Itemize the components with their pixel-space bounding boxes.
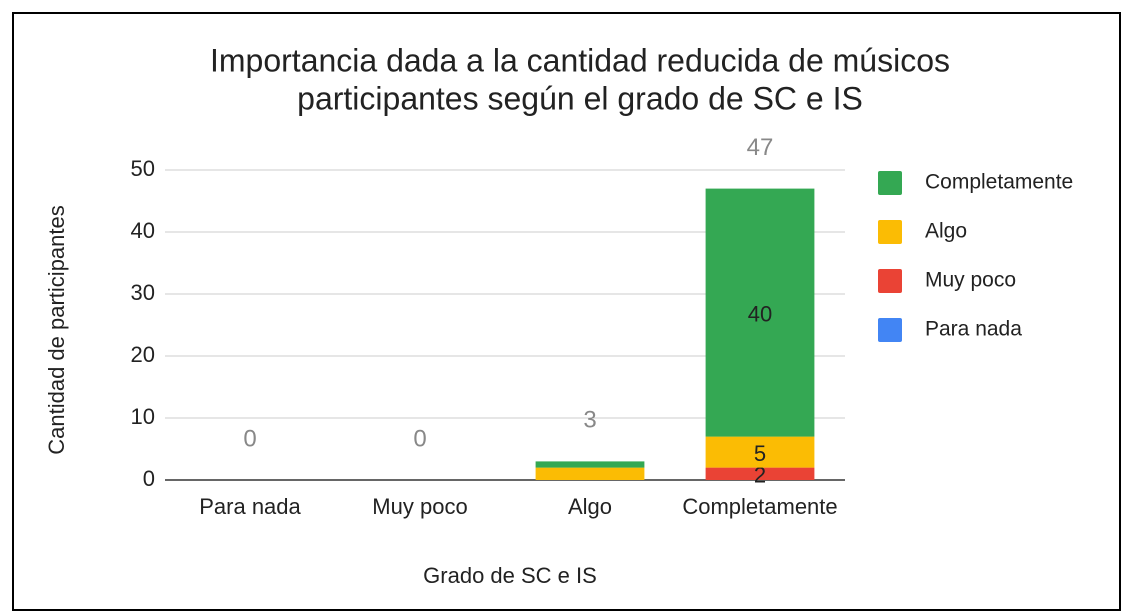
x-tick-label: Completamente — [682, 494, 837, 519]
y-tick-label: 20 — [131, 342, 155, 367]
bar-segment — [705, 467, 815, 480]
x-tick-label: Muy poco — [372, 494, 467, 519]
x-axis-label: Grado de SC e IS — [423, 563, 597, 588]
y-axis-label: Cantidad de participantes — [44, 205, 69, 455]
legend-swatch — [878, 220, 902, 244]
legend-swatch — [878, 171, 902, 195]
x-tick-label: Para nada — [199, 494, 301, 519]
legend-swatch — [878, 269, 902, 293]
legend-label: Muy poco — [925, 269, 1016, 292]
legend-label: Para nada — [925, 318, 1022, 341]
y-tick-label: 0 — [143, 466, 155, 491]
legend-label: Algo — [925, 220, 967, 243]
total-label: 0 — [413, 425, 426, 452]
chart-title: participantes según el grado de SC e IS — [297, 80, 863, 116]
data-label: 2 — [754, 463, 766, 488]
x-tick-label: Algo — [568, 494, 612, 519]
y-tick-label: 30 — [131, 280, 155, 305]
y-tick-label: 50 — [131, 156, 155, 181]
data-label: 5 — [754, 441, 766, 466]
data-label: 40 — [748, 301, 772, 326]
y-tick-label: 40 — [131, 218, 155, 243]
legend-swatch — [878, 318, 902, 342]
y-tick-label: 10 — [131, 404, 155, 429]
bar-segment — [535, 461, 645, 468]
total-label: 0 — [243, 425, 256, 452]
frame — [12, 12, 1121, 611]
bar-segment — [705, 436, 815, 468]
total-label: 3 — [583, 407, 596, 434]
chart-title: Importancia dada a la cantidad reducida … — [210, 42, 950, 78]
total-label: 47 — [747, 134, 774, 161]
bar-segment — [705, 188, 815, 437]
bar-segment — [535, 467, 645, 480]
legend-label: Completamente — [925, 171, 1073, 194]
